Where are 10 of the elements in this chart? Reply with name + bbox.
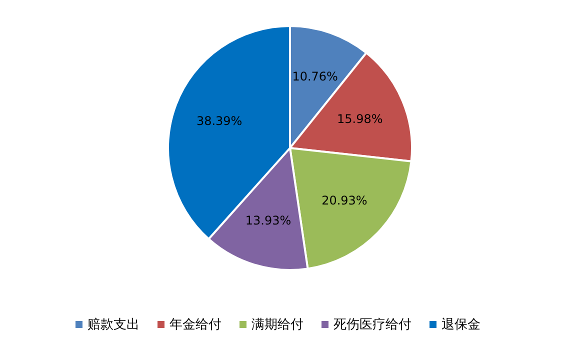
data-label: 10.76% — [292, 70, 338, 84]
data-label: 13.93% — [245, 213, 292, 228]
legend-label: 年金给付 — [170, 318, 222, 332]
data-label: 15.98% — [337, 112, 383, 126]
legend-label: 满期给付 — [252, 318, 304, 332]
legend-label: 退保金 — [442, 318, 480, 332]
legend-label: 赔款支出 — [88, 318, 140, 332]
data-label: 38.39% — [196, 114, 242, 128]
data-label: 20.93% — [322, 194, 368, 208]
legend-label: 死伤医疗给付 — [334, 318, 412, 332]
